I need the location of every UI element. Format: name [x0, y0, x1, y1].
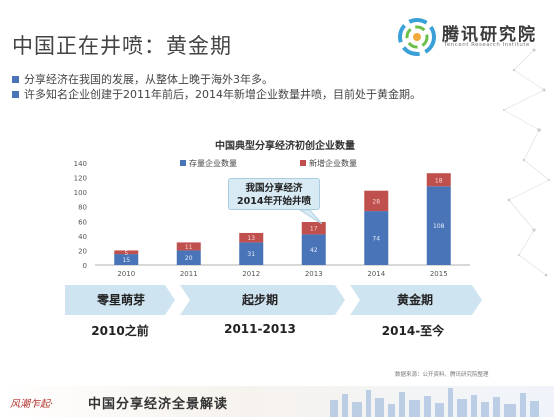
stacked-bar-chart: 0204060801001201401552010201120113113201… [74, 158, 470, 278]
bar-data-label: 11 [185, 244, 193, 251]
bullet-list: 分享经济在我国的发展，从整体上晚于海外3年多。 许多知名企业创建于2011年前后… [10, 72, 550, 102]
bullet-item: 分享经济在我国的发展，从整体上晚于海外3年多。 [10, 72, 550, 87]
x-tick-label: 2012 [242, 270, 260, 278]
footer-title: 中国分享经济全景解读 [88, 397, 229, 412]
bar-stock-2011 [176, 250, 201, 265]
x-tick-label: 2011 [180, 270, 198, 278]
legend-swatch [180, 160, 186, 166]
bar-stock-2012 [239, 242, 264, 265]
data-source-note: 数据来源：公开资料、腾讯研究院整理 [395, 372, 489, 378]
bar-data-label: 20 [185, 255, 193, 262]
bar-new-2013 [301, 222, 326, 235]
bar-data-label: 42 [310, 247, 318, 254]
callout-pointer [298, 209, 323, 225]
bar-data-label: 13 [247, 235, 255, 242]
y-tick-label: 80 [78, 204, 87, 212]
bar-stock-2014 [364, 211, 389, 265]
bar-data-label: 18 [435, 177, 443, 184]
y-tick-label: 140 [74, 160, 87, 168]
y-tick-label: 120 [74, 175, 87, 183]
logo: 腾讯研究院 Tencent Research Institute [398, 18, 548, 58]
page-title: 中国正在井喷：黄金期 [12, 34, 232, 58]
callout-line: 我国分享经济 [245, 183, 303, 194]
y-tick-label: 60 [78, 218, 87, 226]
bar-data-label: 31 [247, 251, 255, 258]
phase-label-sprout: 零星萌芽 [96, 293, 145, 307]
y-tick-label: 40 [78, 233, 87, 241]
bar-data-label: 5 [124, 250, 128, 257]
period-2011-2013: 2011-2013 [224, 322, 296, 336]
bar-data-label: 74 [372, 236, 380, 243]
bar-data-label: 28 [372, 198, 380, 205]
tencent-research-logo-icon [398, 18, 436, 56]
logo-subtitle: Tencent Research Institute [444, 42, 530, 48]
bar-new-2010 [114, 250, 139, 255]
phase-label-golden: 黄金期 [396, 293, 433, 307]
bar-new-2015 [426, 173, 451, 187]
chart-title: 中国典型分享经济初创企业数量 [215, 141, 355, 152]
bar-stock-2015 [426, 186, 451, 265]
phase-chevron [180, 285, 345, 315]
bar-new-2012 [239, 232, 264, 243]
city-skyline-decoration [330, 388, 539, 417]
phase-chevron [65, 285, 175, 315]
bullet-item: 许多知名企业创建于2011年前后，2014年新增企业数量井喷，目前处于黄金期。 [10, 87, 550, 102]
y-tick-label: 20 [78, 247, 87, 255]
phase-label-start: 起步期 [241, 293, 278, 307]
bar-data-label: 17 [310, 226, 318, 233]
chart-callout: 我国分享经济 2014年开始井喷 [228, 178, 320, 210]
footer-banner [0, 386, 554, 417]
y-tick-label: 0 [83, 262, 87, 270]
bar-data-label: 108 [433, 223, 445, 230]
legend-label: 存量企业数量 [189, 158, 237, 168]
logo-name: 腾讯研究院 [442, 25, 537, 45]
x-tick-label: 2010 [117, 270, 135, 278]
legend-label: 新增企业数量 [309, 158, 357, 168]
period-before-2010: 2010之前 [91, 324, 149, 338]
bar-stock-2010 [114, 254, 139, 265]
network-decoration [503, 48, 550, 277]
callout-line: 2014年开始井喷 [237, 196, 311, 207]
x-tick-label: 2013 [305, 270, 323, 278]
bar-new-2014 [364, 190, 389, 212]
phase-arrows [65, 285, 482, 315]
bar-new-2011 [176, 242, 201, 251]
phase-chevron [350, 285, 482, 315]
x-tick-label: 2014 [367, 270, 385, 278]
legend-swatch [300, 160, 306, 166]
bar-stock-2013 [301, 234, 326, 265]
x-tick-label: 2015 [430, 270, 448, 278]
y-tick-label: 100 [74, 189, 87, 197]
period-2014-now: 2014-至今 [381, 324, 445, 338]
footer-calligraphy: 风潮乍起· [10, 399, 54, 410]
bar-data-label: 15 [122, 257, 130, 264]
